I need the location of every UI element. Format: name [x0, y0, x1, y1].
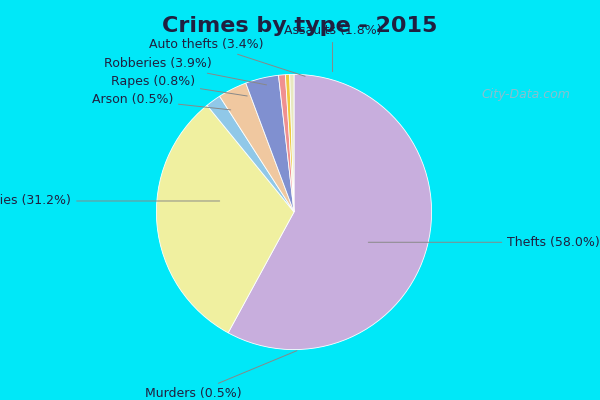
Wedge shape — [286, 74, 294, 212]
Text: Auto thefts (3.4%): Auto thefts (3.4%) — [149, 38, 305, 76]
Wedge shape — [278, 75, 294, 212]
Wedge shape — [220, 83, 294, 212]
Text: Murders (0.5%): Murders (0.5%) — [145, 351, 297, 400]
Wedge shape — [290, 74, 294, 212]
Wedge shape — [207, 96, 294, 212]
Wedge shape — [228, 74, 431, 350]
Text: Rapes (0.8%): Rapes (0.8%) — [111, 75, 247, 96]
Text: City-Data.com: City-Data.com — [481, 88, 570, 101]
Text: Arson (0.5%): Arson (0.5%) — [92, 93, 230, 110]
Text: Crimes by type - 2015: Crimes by type - 2015 — [163, 16, 437, 36]
Text: Thefts (58.0%): Thefts (58.0%) — [368, 236, 600, 249]
Text: Assaults (1.8%): Assaults (1.8%) — [284, 24, 382, 72]
Wedge shape — [246, 75, 294, 212]
Text: Burglaries (31.2%): Burglaries (31.2%) — [0, 194, 220, 208]
Text: Robberies (3.9%): Robberies (3.9%) — [104, 57, 266, 85]
Wedge shape — [157, 105, 294, 333]
